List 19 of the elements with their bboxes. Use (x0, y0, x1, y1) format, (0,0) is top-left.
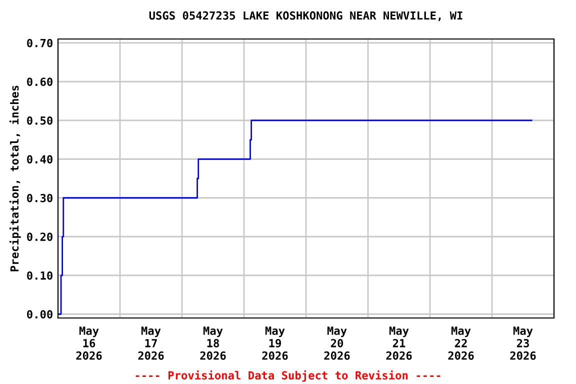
y-tick-label: 0.10 (27, 271, 52, 280)
y-tick-label: 0.60 (27, 78, 52, 86)
y-tick-label: 0.00 (27, 310, 52, 319)
chart-title: USGS 05427235 LAKE KOSHKONONG NEAR NEWVILLE, WI (149, 11, 462, 22)
text: ---- Provisional Data Subject to Revision ---- (136, 370, 440, 382)
y-tick-label: 0.40 (27, 155, 52, 164)
x-tick-label: May 22 2026 (448, 326, 474, 360)
y-tick-label: 0.30 (27, 194, 52, 202)
x-tick-label: May 19 2026 (262, 326, 288, 360)
y-tick-label: 0.20 (27, 232, 52, 242)
y-tick-label: 0.50 (27, 116, 52, 125)
x-tick-label: May 17 2026 (138, 326, 164, 360)
x-tick-label: May 21 2026 (386, 326, 412, 360)
x-tick-label: May 18 2026 (200, 326, 226, 360)
x-tick-label: May 20 2026 (324, 326, 350, 360)
y-tick-label: 0.70 (27, 38, 52, 48)
y-axis-title: Precipitation, total, inches (9, 86, 21, 272)
x-tick-label: May 16 2026 (76, 326, 102, 360)
x-tick-label: May 23 2026 (510, 326, 536, 360)
